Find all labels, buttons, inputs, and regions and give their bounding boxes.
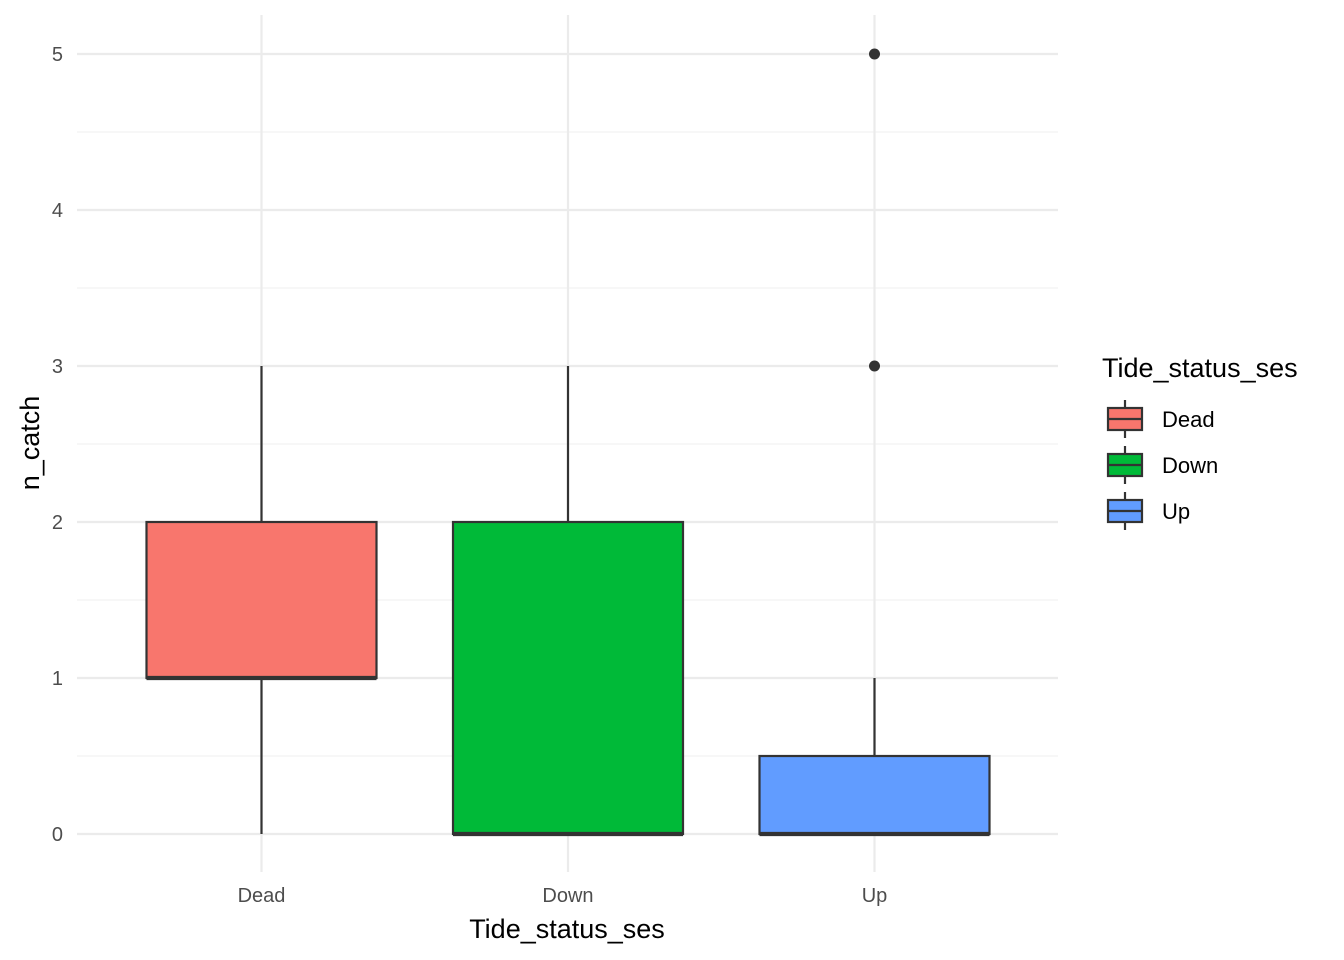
y-tick-labels: 0 1 2 3 4 5	[52, 44, 63, 846]
y-tick-label: 0	[52, 824, 63, 846]
y-tick-label: 2	[52, 512, 63, 534]
x-tick-labels: Dead Down Up	[238, 885, 888, 907]
box-down	[451, 366, 685, 837]
legend-label: Down	[1162, 453, 1218, 478]
outlier-point	[869, 48, 880, 60]
legend-label: Up	[1162, 499, 1190, 524]
y-tick-label: 3	[52, 356, 63, 378]
iqr-box	[145, 520, 378, 680]
box-up	[758, 48, 991, 837]
legend-key-up	[1106, 492, 1144, 530]
x-axis-title: Tide_status_ses	[469, 914, 665, 944]
y-tick-label: 5	[52, 44, 63, 66]
legend-key-dead	[1106, 400, 1144, 438]
x-tick-label: Up	[862, 885, 888, 907]
legend-label: Dead	[1162, 407, 1215, 432]
iqr-box	[451, 520, 685, 836]
legend-title: Tide_status_ses	[1102, 353, 1298, 383]
y-axis-title: n_catch	[15, 396, 45, 491]
legend-key-down	[1106, 446, 1144, 484]
box-dead	[145, 366, 378, 834]
x-tick-label: Dead	[238, 885, 286, 907]
boxes-layer	[145, 48, 991, 837]
iqr-box	[758, 754, 991, 836]
outlier-point	[869, 360, 880, 372]
x-tick-label: Down	[542, 885, 593, 907]
legend: Tide_status_ses Dead Down Up	[1102, 353, 1298, 530]
y-tick-label: 4	[52, 200, 63, 222]
y-tick-label: 1	[52, 668, 63, 690]
